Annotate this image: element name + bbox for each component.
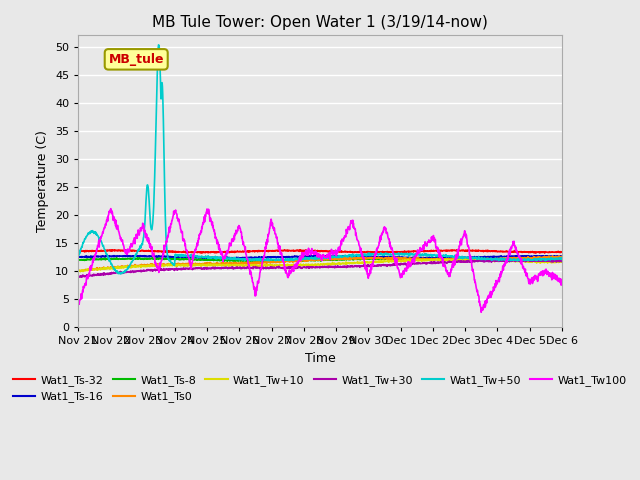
Text: MB_tule: MB_tule [108, 53, 164, 66]
Legend: Wat1_Ts-32, Wat1_Ts-16, Wat1_Ts-8, Wat1_Ts0, Wat1_Tw+10, Wat1_Tw+30, Wat1_Tw+50,: Wat1_Ts-32, Wat1_Ts-16, Wat1_Ts-8, Wat1_… [9, 371, 631, 407]
X-axis label: Time: Time [305, 352, 335, 365]
Title: MB Tule Tower: Open Water 1 (3/19/14-now): MB Tule Tower: Open Water 1 (3/19/14-now… [152, 15, 488, 30]
Y-axis label: Temperature (C): Temperature (C) [36, 130, 49, 232]
